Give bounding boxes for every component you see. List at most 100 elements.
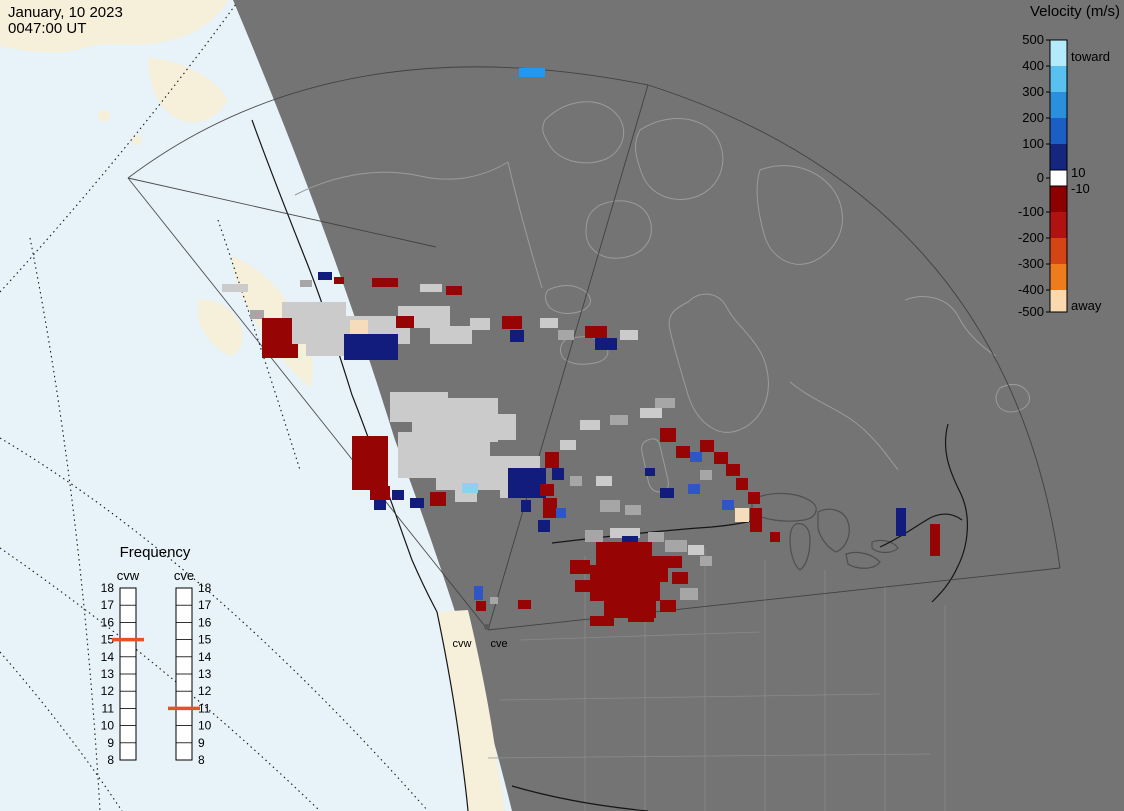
hudson-bay-outline bbox=[668, 293, 769, 433]
echo-cell bbox=[770, 532, 780, 542]
echo-cell bbox=[688, 484, 700, 494]
lake-erie-outline bbox=[845, 551, 881, 569]
velocity-colorbar-segment bbox=[1050, 238, 1067, 264]
radar-site-dot bbox=[484, 624, 490, 630]
velocity-tick-label: -10 bbox=[1071, 181, 1090, 196]
west-coastline bbox=[251, 119, 469, 811]
echo-cell bbox=[370, 486, 390, 500]
echo-cell bbox=[648, 556, 668, 582]
velocity-tick-label: -400 bbox=[1018, 282, 1044, 297]
site-label-cve: cve bbox=[490, 638, 507, 650]
graticule-line bbox=[29, 237, 101, 811]
echo-cell bbox=[645, 468, 655, 476]
echo-cell bbox=[620, 330, 638, 340]
echo-cell bbox=[570, 560, 590, 574]
echo-cell bbox=[430, 492, 446, 506]
frequency-tick-label: 16 bbox=[101, 615, 115, 629]
lake-superior-outline bbox=[751, 492, 817, 522]
velocity-tick-label: -300 bbox=[1018, 256, 1044, 271]
velocity-tick-label: 500 bbox=[1022, 32, 1044, 47]
echo-cell bbox=[590, 616, 614, 626]
echo-cell bbox=[668, 556, 682, 568]
us-canada-border-east bbox=[879, 513, 963, 548]
echo-cell bbox=[420, 284, 442, 292]
frequency-tick-label: 17 bbox=[198, 598, 212, 612]
land-california-strip bbox=[437, 610, 505, 811]
echo-cell bbox=[508, 468, 546, 498]
frequency-tick-label: 16 bbox=[198, 615, 212, 629]
land-se-alaska-islands bbox=[198, 299, 243, 356]
fan-outline-layer bbox=[127, 66, 1061, 631]
frequency-tick-label: 15 bbox=[198, 633, 212, 647]
arctic-island-outline bbox=[635, 118, 724, 200]
echo-cell bbox=[521, 500, 531, 512]
night-region bbox=[233, 0, 1124, 811]
velocity-tick-label: 10 bbox=[1071, 165, 1085, 180]
frequency-tick-label: 10 bbox=[198, 719, 212, 733]
velocity-colorbar-segment bbox=[1050, 66, 1067, 92]
frequency-tick-label: 11 bbox=[102, 701, 115, 715]
echo-cell bbox=[700, 440, 714, 452]
graticule-line bbox=[217, 219, 301, 471]
echo-cell bbox=[306, 344, 352, 356]
frequency-tick-label: 14 bbox=[198, 650, 212, 664]
echo-cell bbox=[622, 536, 638, 544]
baffin-island-outline bbox=[756, 165, 843, 265]
great-lakes-layer bbox=[751, 492, 899, 571]
velocity-tick-label: -200 bbox=[1018, 230, 1044, 245]
away-label: away bbox=[1071, 298, 1102, 313]
echo-cell bbox=[552, 468, 564, 480]
fan-left-edge bbox=[127, 177, 489, 631]
velocity-colorbar-segment bbox=[1050, 290, 1067, 312]
site-label-cvw: cvw bbox=[453, 638, 472, 650]
newfoundland-outline bbox=[995, 384, 1030, 413]
echo-cell bbox=[502, 316, 522, 329]
echo-cell bbox=[396, 316, 414, 328]
frequency-tick-label: 9 bbox=[198, 736, 205, 750]
echo-cell bbox=[648, 532, 664, 542]
echo-cell bbox=[282, 302, 346, 318]
echo-cell bbox=[470, 414, 516, 440]
echo-cell bbox=[570, 476, 582, 486]
velocity-colorbar-segment bbox=[1050, 212, 1067, 238]
velocity-colorbar-segment bbox=[1050, 40, 1067, 66]
velocity-colorbar-segment bbox=[1050, 264, 1067, 290]
echo-cell bbox=[580, 420, 600, 430]
echo-cell bbox=[750, 508, 762, 532]
echo-cell bbox=[585, 530, 603, 542]
echo-cell bbox=[665, 540, 687, 552]
fan-center-edge bbox=[487, 84, 649, 631]
frequency-tick-label: 12 bbox=[198, 684, 212, 698]
geo-outline-layer bbox=[294, 101, 1030, 493]
echo-cell bbox=[410, 498, 424, 508]
echo-cell bbox=[585, 326, 607, 338]
echo-cell bbox=[628, 612, 654, 622]
frequency-tick-label: 8 bbox=[107, 753, 114, 767]
echo-cell bbox=[688, 545, 704, 555]
echo-cell bbox=[700, 470, 712, 480]
graticule-line bbox=[0, 437, 429, 811]
echo-cell bbox=[700, 556, 712, 566]
echo-cell bbox=[660, 600, 676, 612]
mackenzie-outline bbox=[507, 161, 543, 289]
fan-cve-outer-arc bbox=[647, 84, 1061, 569]
state-border bbox=[487, 753, 931, 759]
state-border bbox=[519, 631, 761, 641]
arctic-coast-outline bbox=[294, 161, 509, 196]
lake-ontario-outline bbox=[871, 539, 899, 554]
great-bear-lake-outline bbox=[544, 285, 591, 314]
echo-cell bbox=[595, 338, 617, 350]
echo-cell bbox=[462, 483, 478, 493]
island bbox=[98, 110, 110, 122]
echo-cell bbox=[660, 488, 674, 498]
velocity-colorbar-ticks: 500 400 300 200 100 0 -100 -200 -300 -400 -500 10-1… bbox=[1018, 32, 1090, 319]
graticule-layer bbox=[0, 3, 429, 811]
frequency-scales: 18 17 16 15 14 13 12 11 10 9 8 18 17 16 15 14 13 12 11 10 9 8 bbox=[101, 581, 212, 767]
state-border-layer bbox=[487, 548, 946, 811]
arctic-island-outline bbox=[542, 101, 625, 164]
velocity-colorbar-segment bbox=[1050, 186, 1067, 212]
echo-cell bbox=[676, 446, 690, 458]
date-label: January, 10 2023 bbox=[8, 4, 123, 21]
echo-cell bbox=[446, 286, 462, 295]
